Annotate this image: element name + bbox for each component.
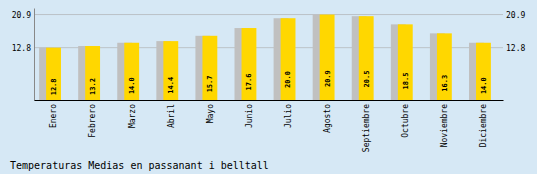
plot: 12.8 13.2 14.0 14.4 15.7 17.6 20.0 20.9 20.5 18.5… [12,9,526,153]
tick: 12.8 [12,44,34,53]
data-label: 20.0 [284,71,292,88]
bar [281,18,296,100]
axis-line [34,9,35,101]
tick: Julio [284,100,293,128]
tick: Mayo [206,100,215,123]
chart: 12.8 13.2 14.0 14.4 15.7 17.6 20.0 20.9 20.5 18.5… [0,0,537,174]
tick: 20.9 [12,11,34,20]
tick-label: Julio [284,104,293,128]
bar [437,33,452,100]
bar [202,36,217,100]
bar [359,16,374,100]
tick-label: Junio [245,104,254,128]
tick-label: Mayo [206,104,215,123]
tick-label: 20.9 [12,11,31,20]
tick: Febrero [88,100,97,138]
data-label: 20.5 [363,71,371,88]
data-labels: 12.8 13.2 14.0 14.4 15.7 17.6 20.0 20.9 20.5 18.5… [50,70,488,95]
data-label: 18.5 [402,73,410,90]
tick-label: Octubre [401,104,410,138]
tick: Junio [245,100,254,128]
tick: 20.9 [503,11,525,20]
data-label: 14.4 [167,77,175,94]
tick-label: Enero [49,104,58,128]
bar [398,24,413,100]
data-label: 15.7 [206,76,214,93]
data-label: 16.3 [441,75,449,92]
title: Temperaturas Medias en passanant i bellt… [10,160,269,171]
bar [320,15,335,100]
tick: Diciembre [479,100,488,147]
x-axis: Enero Febrero Marzo Abril Mayo Junio Julio Agos… [35,100,504,152]
tick: Octubre [401,100,410,138]
bar [85,46,100,100]
tick: 12.8 [503,44,525,53]
tick: Noviembre [440,100,449,147]
tick-label: Febrero [88,104,97,138]
tick-label: 20.9 [506,11,525,20]
data-label: 13.2 [89,78,97,95]
tick-label: 12.8 [506,44,525,53]
grid-line [34,14,503,15]
tick-label: Abril [167,104,176,128]
y-axis: 12.8 20.9 [12,9,35,101]
tick-label: Diciembre [479,104,488,148]
tick: Marzo [128,100,137,128]
bar [476,43,491,100]
data-label: 14.0 [128,77,136,94]
data-label: 20.9 [324,70,332,87]
data-label: 12.8 [50,78,58,95]
tick: Agosto [323,100,332,133]
data-label: 14.0 [480,77,488,94]
tick: Enero [49,100,58,128]
background [0,0,537,174]
axis-line [35,100,504,101]
bar [46,48,61,100]
tick-label: 12.8 [12,44,31,53]
tick-label: Noviembre [440,104,449,148]
tick-label: Agosto [323,104,332,133]
tick: Septiembre [362,100,371,152]
data-label: 17.6 [245,74,253,91]
bar [242,28,257,100]
bars [39,15,491,100]
tick: Abril [167,100,176,128]
y2-axis: 12.8 20.9 [503,9,525,101]
tick-label: Septiembre [362,104,371,152]
bar [163,41,178,100]
bar [124,43,139,100]
tick-label: Marzo [128,104,137,128]
axis-line [503,9,504,101]
